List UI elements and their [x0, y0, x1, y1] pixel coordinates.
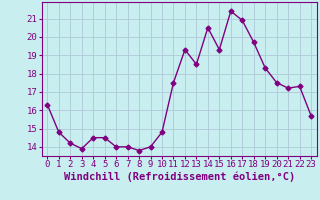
X-axis label: Windchill (Refroidissement éolien,°C): Windchill (Refroidissement éolien,°C): [64, 172, 295, 182]
